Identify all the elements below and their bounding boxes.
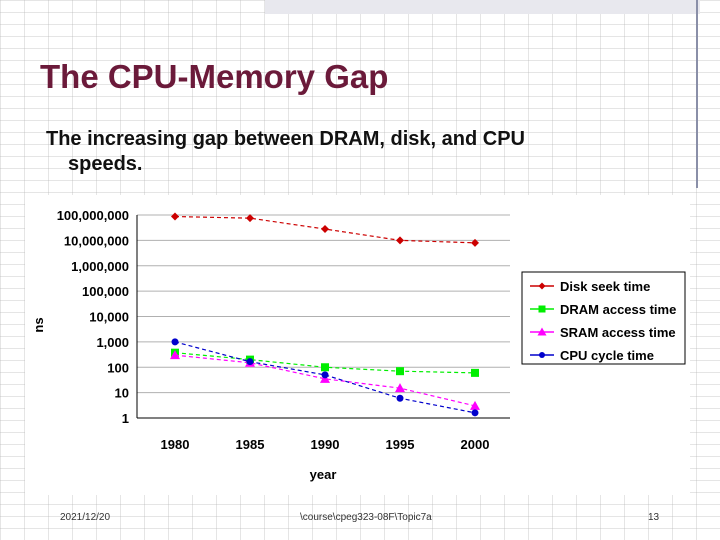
chart: 1 10 100 1,000 10,000 100,000 1,000,000 10,000,… [31, 208, 686, 482]
data-point [396, 394, 404, 402]
data-point [171, 338, 179, 346]
x-tick-label: 2000 [461, 437, 490, 452]
legend-label: DRAM access time [560, 302, 676, 317]
legend-label: Disk seek time [560, 279, 650, 294]
data-point [246, 358, 254, 366]
legend-box [521, 271, 686, 365]
x-tick-label: 1985 [236, 437, 265, 452]
y-tick-label: 100,000,000 [57, 208, 129, 223]
footer-date: 2021/12/20 [60, 512, 111, 523]
legend-swatch-marker [538, 282, 546, 290]
footer-path: \course\cpeg323-08F\Topic7a [300, 512, 432, 523]
subtitle-line-2: speeds. [68, 153, 143, 175]
legend-swatch-marker [538, 305, 546, 313]
data-point [321, 371, 329, 379]
series-line [174, 341, 476, 414]
slide-subtitle: The increasing gap between DRAM, disk, a… [46, 127, 646, 177]
chart-panel: 1 10 100 1,000 10,000 100,000 1,000,000 10,000,… [25, 195, 690, 495]
legend: Disk seek time DRAM access time SRAM acces… [521, 271, 686, 365]
data-point [395, 383, 405, 393]
data-point [470, 400, 480, 410]
x-axis-label: year [310, 467, 337, 482]
series-cpu-cycle-time [171, 338, 479, 417]
data-point [471, 368, 479, 377]
legend-swatch-marker [537, 327, 547, 336]
y-tick-label: 1,000,000 [71, 259, 129, 274]
data-point [471, 409, 479, 417]
data-point [396, 367, 404, 376]
data-point [396, 236, 404, 245]
x-tick-label: 1995 [386, 437, 415, 452]
subtitle-line-1: The increasing gap between DRAM, disk, a… [46, 128, 525, 150]
y-axis-label: ns [31, 317, 46, 332]
series-disk-seek-time [171, 212, 479, 247]
y-tick-label: 100 [107, 360, 129, 375]
slide-title: The CPU-Memory Gap [40, 58, 389, 95]
data-point [471, 238, 479, 247]
legend-label: SRAM access time [560, 325, 676, 340]
data-point [321, 225, 329, 234]
series-line [174, 354, 476, 407]
data-point [171, 212, 179, 221]
y-axis: 1 10 100 1,000 10,000 100,000 1,000,000 10,000,… [57, 208, 129, 426]
data-point [246, 214, 254, 223]
series-sram-access-time [170, 350, 480, 410]
y-tick-label: 100,000 [82, 284, 129, 299]
y-tick-label: 1 [122, 411, 129, 426]
y-tick-label: 1,000 [96, 335, 129, 350]
legend-swatch-marker [539, 352, 545, 358]
header-decoration [265, 0, 700, 14]
y-tick-label: 10,000 [89, 310, 129, 325]
plot-frame [136, 214, 510, 419]
y-tick-label: 10,000,000 [64, 233, 129, 248]
footer-page-number: 13 [648, 512, 660, 523]
series-layer [170, 212, 480, 417]
legend-label: CPU cycle time [560, 348, 654, 363]
data-point [170, 350, 180, 360]
x-tick-label: 1990 [311, 437, 340, 452]
y-tick-label: 10 [115, 386, 129, 401]
x-tick-label: 1980 [161, 437, 190, 452]
x-axis: 1980 1985 1990 1995 2000 [161, 437, 490, 452]
vertical-rule [696, 0, 698, 188]
data-point [321, 363, 329, 372]
